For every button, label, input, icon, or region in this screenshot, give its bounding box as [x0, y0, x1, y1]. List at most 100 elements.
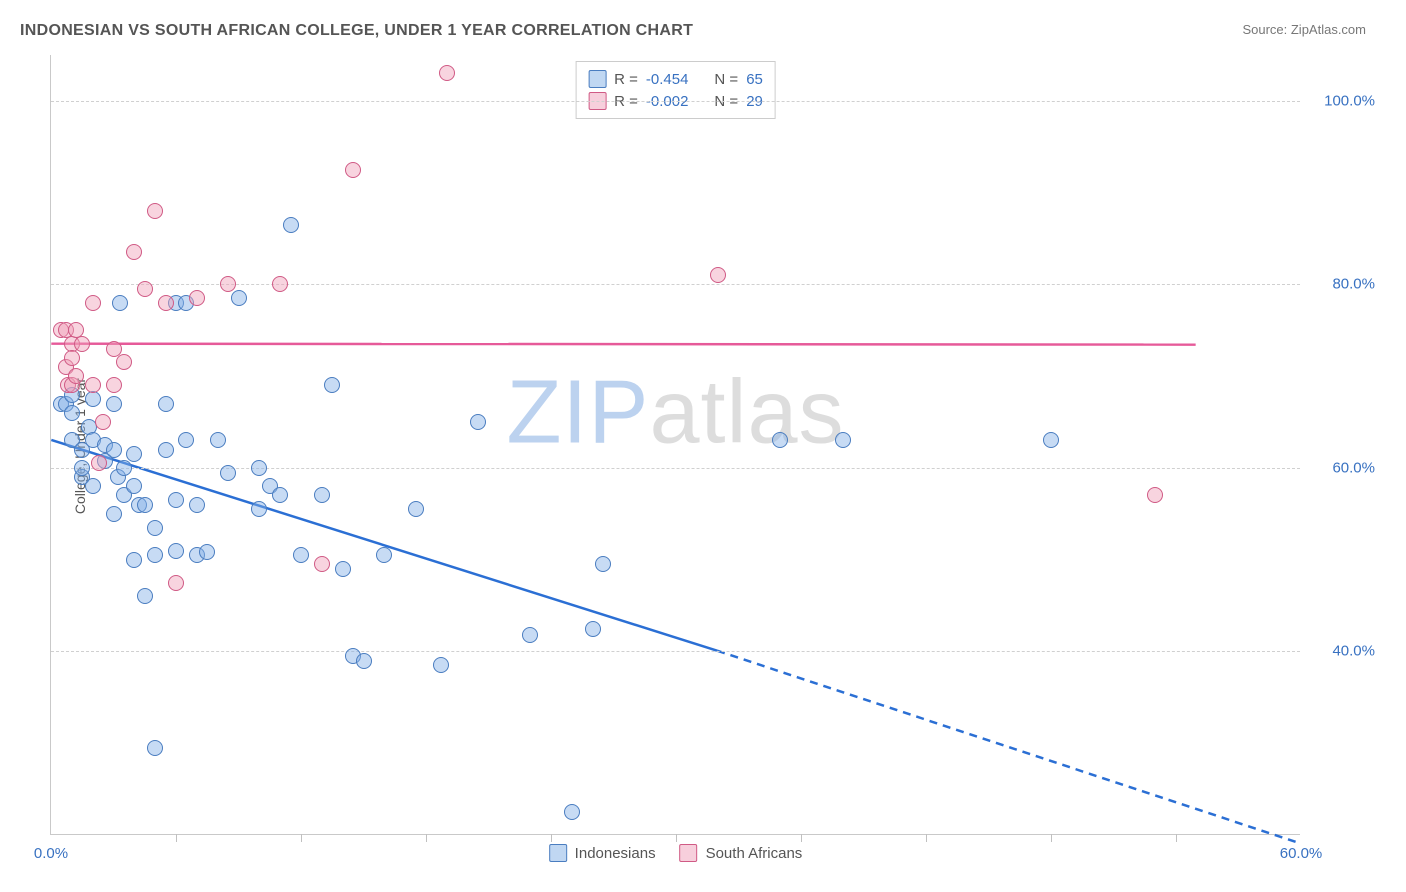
x-tick-label: 0.0% [34, 845, 68, 862]
scatter-point [272, 276, 288, 292]
scatter-point [408, 501, 424, 517]
scatter-point [189, 290, 205, 306]
x-minor-tick [1176, 834, 1177, 842]
x-minor-tick [301, 834, 302, 842]
scatter-point [522, 627, 538, 643]
scatter-point [91, 455, 107, 471]
scatter-point [178, 432, 194, 448]
scatter-point [595, 556, 611, 572]
scatter-point [272, 487, 288, 503]
scatter-point [710, 267, 726, 283]
scatter-point [1043, 432, 1059, 448]
scatter-point [112, 295, 128, 311]
scatter-point [293, 547, 309, 563]
scatter-point [314, 556, 330, 572]
scatter-point [74, 336, 90, 352]
scatter-point [95, 414, 111, 430]
grid-line-h [51, 651, 1300, 652]
scatter-point [168, 575, 184, 591]
n-label: N = [714, 71, 738, 88]
scatter-point [210, 432, 226, 448]
scatter-point [772, 432, 788, 448]
scatter-point [137, 497, 153, 513]
y-tick-label: 80.0% [1315, 276, 1375, 293]
grid-line-h [51, 101, 1300, 102]
watermark-atlas: atlas [649, 363, 844, 463]
scatter-point [85, 391, 101, 407]
scatter-point [564, 804, 580, 820]
scatter-point [126, 446, 142, 462]
scatter-point [158, 442, 174, 458]
chart-source: Source: ZipAtlas.com [1242, 22, 1366, 37]
scatter-point [68, 368, 84, 384]
scatter-point [314, 487, 330, 503]
legend-series-item: South Africans [680, 844, 803, 862]
legend-swatch [588, 70, 606, 88]
scatter-point [137, 281, 153, 297]
scatter-point [106, 442, 122, 458]
scatter-point [106, 377, 122, 393]
scatter-point [283, 217, 299, 233]
scatter-point [85, 377, 101, 393]
trend-lines-layer [51, 55, 1300, 834]
scatter-point [126, 244, 142, 260]
plot-area: ZIPatlas R =-0.454N =65R =-0.002N =29 In… [50, 55, 1300, 835]
scatter-point [356, 653, 372, 669]
y-tick-label: 40.0% [1315, 643, 1375, 660]
scatter-point [199, 544, 215, 560]
scatter-point [147, 520, 163, 536]
scatter-point [158, 396, 174, 412]
legend-swatch [549, 844, 567, 862]
grid-line-h [51, 284, 1300, 285]
scatter-point [106, 506, 122, 522]
scatter-point [147, 740, 163, 756]
scatter-point [158, 295, 174, 311]
scatter-point [189, 497, 205, 513]
scatter-point [220, 276, 236, 292]
watermark: ZIPatlas [506, 362, 844, 465]
scatter-point [168, 543, 184, 559]
scatter-point [439, 65, 455, 81]
scatter-point [116, 354, 132, 370]
scatter-point [345, 162, 361, 178]
legend-swatch [680, 844, 698, 862]
x-minor-tick [551, 834, 552, 842]
scatter-point [74, 460, 90, 476]
scatter-point [835, 432, 851, 448]
x-tick-label: 60.0% [1280, 845, 1323, 862]
scatter-point [168, 492, 184, 508]
y-tick-label: 60.0% [1315, 459, 1375, 476]
scatter-point [147, 203, 163, 219]
legend-series-label: South Africans [706, 845, 803, 862]
scatter-point [137, 588, 153, 604]
n-value: 65 [746, 71, 763, 88]
x-minor-tick [1051, 834, 1052, 842]
chart-title: INDONESIAN VS SOUTH AFRICAN COLLEGE, UND… [20, 22, 693, 40]
scatter-point [376, 547, 392, 563]
scatter-point [1147, 487, 1163, 503]
scatter-point [147, 547, 163, 563]
source-prefix: Source: [1242, 22, 1290, 37]
y-tick-label: 100.0% [1315, 92, 1375, 109]
scatter-point [324, 377, 340, 393]
scatter-point [251, 501, 267, 517]
x-minor-tick [801, 834, 802, 842]
scatter-point [251, 460, 267, 476]
scatter-point [220, 465, 236, 481]
x-minor-tick [176, 834, 177, 842]
scatter-point [116, 460, 132, 476]
legend-series-label: Indonesians [575, 845, 656, 862]
scatter-point [85, 478, 101, 494]
scatter-point [126, 552, 142, 568]
legend-series-item: Indonesians [549, 844, 656, 862]
scatter-point [470, 414, 486, 430]
legend-correlation-box: R =-0.454N =65R =-0.002N =29 [575, 61, 776, 119]
grid-line-h [51, 468, 1300, 469]
scatter-point [64, 405, 80, 421]
x-minor-tick [926, 834, 927, 842]
watermark-zip: ZIP [506, 363, 649, 463]
r-label: R = [614, 71, 638, 88]
scatter-point [106, 341, 122, 357]
legend-corr-row: R =-0.454N =65 [588, 68, 763, 90]
scatter-point [433, 657, 449, 673]
